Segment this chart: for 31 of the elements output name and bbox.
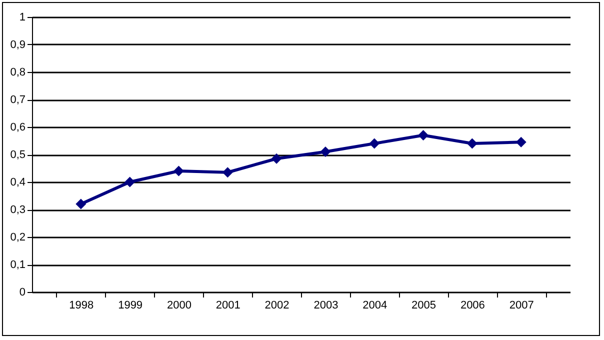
point: [76, 198, 86, 210]
x-tick-label: 2000: [166, 300, 192, 312]
y-tick-label: 0,3: [10, 204, 26, 216]
x-tick-label: 2003: [314, 300, 338, 312]
point: [466, 138, 478, 149]
y-tick-label: 1: [19, 12, 26, 24]
x-tick-label: 2001: [216, 300, 240, 312]
y-tick-label: 0: [19, 286, 26, 298]
y-tick-label: 0,2: [10, 232, 26, 244]
x-tick-label: 2004: [362, 300, 388, 312]
point: [320, 146, 331, 157]
y-tick-label: 0,7: [10, 94, 26, 106]
point: [173, 166, 184, 176]
point: [222, 167, 233, 178]
point: [369, 138, 380, 149]
x-tick-label: 1999: [118, 300, 143, 312]
point: [271, 153, 282, 164]
x-tick-label: 2002: [264, 300, 290, 312]
point: [124, 176, 136, 188]
x-tick-label: 2005: [412, 300, 436, 312]
x-tick-label: 2007: [509, 300, 534, 312]
y-tick-label: 0,9: [10, 39, 26, 51]
point: [516, 136, 526, 148]
y-tick-label: 0,4: [10, 176, 26, 188]
x-tick-label: 2006: [460, 300, 485, 312]
x-tick-label: 1998: [69, 300, 94, 312]
y-tick-label: 0,5: [10, 149, 26, 161]
y-tick-label: 0,1: [10, 259, 26, 271]
y-tick-label: 0,8: [10, 66, 26, 78]
y-tick-label: 0,6: [10, 122, 26, 134]
point: [418, 130, 429, 140]
